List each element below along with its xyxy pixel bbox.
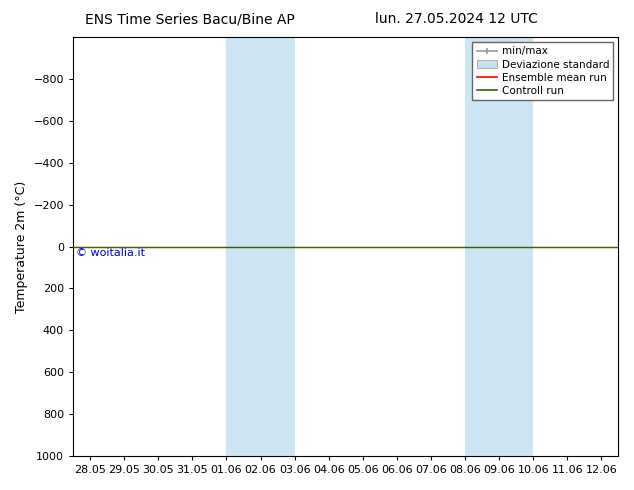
Bar bbox=[465, 37, 533, 456]
Text: © woitalia.it: © woitalia.it bbox=[76, 248, 145, 258]
Bar bbox=[226, 37, 295, 456]
Legend: min/max, Deviazione standard, Ensemble mean run, Controll run: min/max, Deviazione standard, Ensemble m… bbox=[472, 42, 613, 100]
Text: lun. 27.05.2024 12 UTC: lun. 27.05.2024 12 UTC bbox=[375, 12, 538, 26]
Text: ENS Time Series Bacu/Bine AP: ENS Time Series Bacu/Bine AP bbox=[86, 12, 295, 26]
Y-axis label: Temperature 2m (°C): Temperature 2m (°C) bbox=[15, 180, 28, 313]
